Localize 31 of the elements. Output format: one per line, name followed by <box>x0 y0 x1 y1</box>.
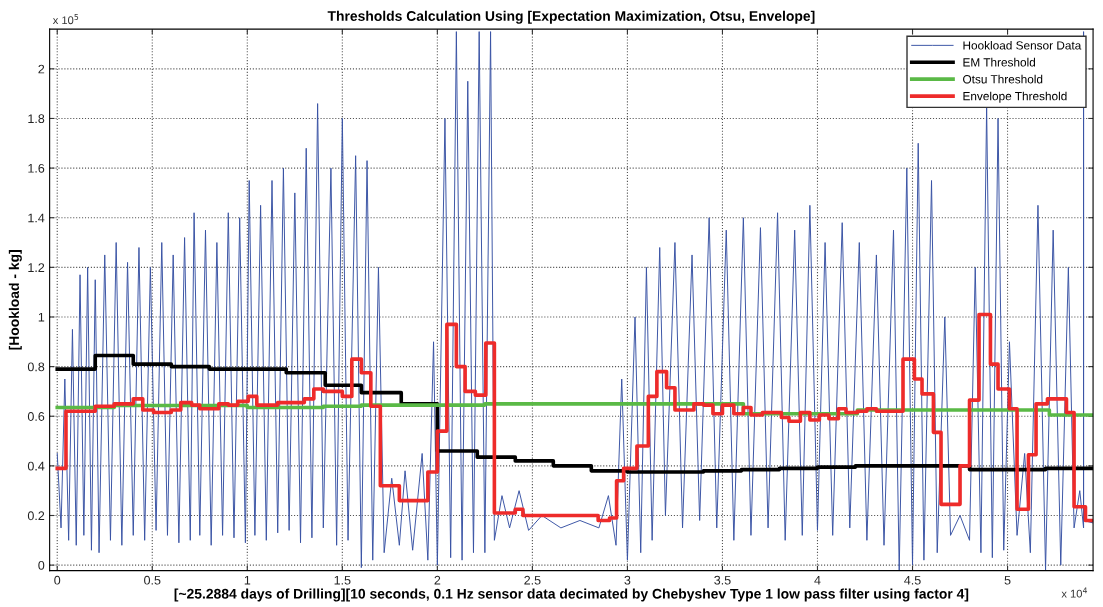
x-tick-label: 0 <box>54 575 61 585</box>
x-tick-label: 1 <box>244 575 251 585</box>
y-tick-label: 1.6 <box>28 163 45 173</box>
x-tick-label: 4 <box>814 575 821 585</box>
legend-label: Envelope Threshold <box>963 91 1067 103</box>
y-tick-label: 1.4 <box>28 213 45 223</box>
y-tick-label: 0.8 <box>27 362 45 372</box>
y-tick-label: 1.8 <box>28 114 45 124</box>
y-tick-label: 1 <box>38 312 45 322</box>
y-tick-label: 2 <box>38 64 45 74</box>
x-tick-label: 3.5 <box>714 575 731 585</box>
y-axis-title: [Hookload - kg] <box>8 250 22 350</box>
x-axis-title: [~25.2884 days of Drilling][10 seconds, 0.1 Hz sensor data decimated by Chebyshev Type 1 low pass filter using factor 4] <box>174 588 969 602</box>
legend-label: Otsu Threshold <box>963 74 1043 84</box>
text: x 10$^{4}$ <box>1061 587 1088 598</box>
y-tick-label: 1.2 <box>28 263 45 272</box>
x-tick-label: 3 <box>624 575 631 585</box>
y-tick-label: 0.6 <box>27 412 45 421</box>
x-tick-label: 1.5 <box>334 575 351 585</box>
x-tick-label: 4.5 <box>904 575 921 585</box>
y-tick-label: 0 <box>38 560 45 570</box>
x-tick-label: 5 <box>1004 575 1011 585</box>
y-tick-label: 0.4 <box>27 461 45 471</box>
legend-label: EM Threshold <box>963 57 1036 67</box>
chart-title: Thresholds Calculation Using [Expectation Maximization, Otsu, Envelope] <box>327 10 815 24</box>
x-tick-label: 2.5 <box>524 575 541 585</box>
legend-label: Hookload Sensor Data <box>963 40 1082 50</box>
y-tick-label: 0.2 <box>27 511 45 521</box>
text: x 10$^{5}$ <box>52 14 79 25</box>
x-tick-label: 0.5 <box>144 575 161 585</box>
x-tick-label: 2 <box>434 575 441 585</box>
